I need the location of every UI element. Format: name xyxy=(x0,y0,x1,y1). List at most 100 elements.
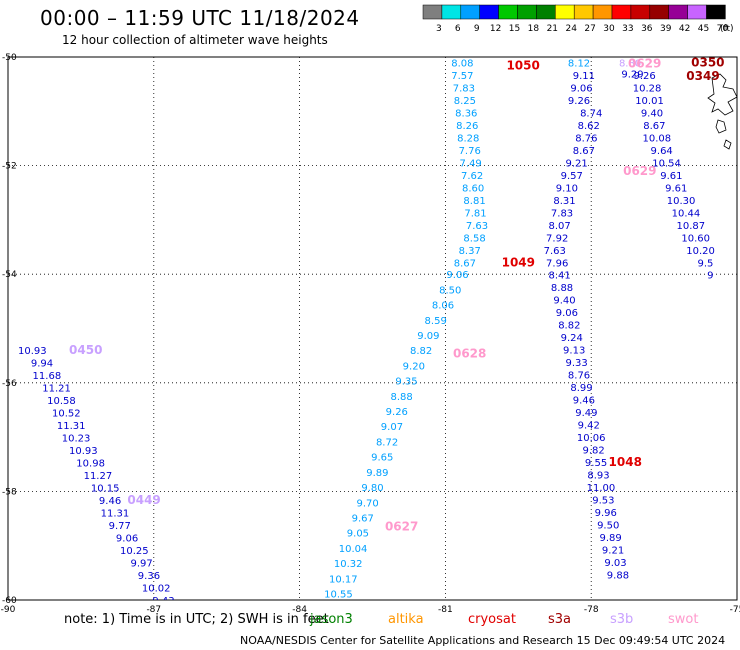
x-tick-label: -87 xyxy=(146,605,161,612)
y-tick-label: -50 xyxy=(2,53,17,63)
wave-height-label: 8.26 xyxy=(456,121,478,132)
wave-height-label: 9.97 xyxy=(131,559,153,570)
wave-height-label: 7.76 xyxy=(459,146,481,157)
wave-height-label: 8.67 xyxy=(643,121,665,132)
wave-height-label: 9.21 xyxy=(602,546,624,557)
time-label: 1049 xyxy=(502,255,535,269)
wave-height-label: 11.31 xyxy=(57,421,86,432)
wave-height-label: 8.06 xyxy=(432,301,454,312)
wave-height-label: 9.96 xyxy=(595,508,617,519)
color-scale: 3 6 9 12 15 18 21 24 27 30 33 36 39 42 45 70(ft) xyxy=(422,4,734,34)
wave-height-label: 9.64 xyxy=(651,146,673,157)
time-label: 1050 xyxy=(506,59,539,73)
wave-height-label: 9.53 xyxy=(592,496,614,507)
wave-height-label: 8.76 xyxy=(568,371,590,382)
wave-height-label: 9.06 xyxy=(116,534,138,545)
wave-height-label: 9.35 xyxy=(395,377,417,388)
wave-height-label: 9.43 xyxy=(152,596,174,607)
wave-height-label: 8.76 xyxy=(575,133,597,144)
wave-height-label: 8.28 xyxy=(457,133,479,144)
wave-height-label: 8.88 xyxy=(391,392,413,403)
wave-height-label: 8.08 xyxy=(451,58,473,69)
wave-height-label: 8.58 xyxy=(463,233,485,244)
scale-label: 42 xyxy=(679,24,690,34)
wave-height-label: 9.57 xyxy=(561,171,583,182)
credit-text: NOAA/NESDIS Center for Satellite Applica… xyxy=(240,634,726,647)
wave-height-label: 8.72 xyxy=(376,437,398,448)
x-tick-label: -84 xyxy=(292,605,307,612)
wave-height-label: 8.67 xyxy=(454,258,476,269)
x-tick-label: -90 xyxy=(1,605,16,612)
wave-height-label: 9.42 xyxy=(578,421,600,432)
scale-unit: (ft) xyxy=(720,24,734,34)
wave-height-label: 7.96 xyxy=(546,258,568,269)
wave-height-label: 7.62 xyxy=(461,171,483,182)
wave-height-label: 7.63 xyxy=(466,221,488,232)
wave-height-label: 10.32 xyxy=(334,559,363,570)
wave-height-label: 8.80 xyxy=(619,58,641,69)
wave-height-label: 10.52 xyxy=(52,409,81,420)
wave-height-label: 10.93 xyxy=(18,346,47,357)
scale-swatch xyxy=(706,4,726,20)
wave-height-label: 9.24 xyxy=(561,333,583,344)
wave-height-label: 8.81 xyxy=(463,196,485,207)
plot-area: -90 -87 -84 -81 -78 -75 -50 -52 -54 -56 -58 -60 8.08… xyxy=(1,53,740,612)
satellite-swot: swot xyxy=(668,612,699,627)
chart-subtitle: 12 hour collection of altimeter wave hei… xyxy=(62,33,328,47)
wave-height-label: 9.36 xyxy=(138,571,160,582)
wave-height-label: 9.61 xyxy=(660,171,682,182)
wave-height-label: 9.67 xyxy=(352,513,374,524)
wave-height-label: 9.20 xyxy=(403,361,425,372)
wave-height-label: 10.04 xyxy=(339,544,368,555)
wave-height-label: 10.98 xyxy=(76,459,105,470)
wave-height-label: 8.88 xyxy=(551,283,573,294)
y-tick-label: -52 xyxy=(2,162,17,172)
time-label: 0629 xyxy=(623,164,656,178)
scale-label: 39 xyxy=(660,24,672,34)
wave-height-label: 9.13 xyxy=(563,346,585,357)
wave-height-label: 8.99 xyxy=(570,383,592,394)
wave-height-label: 7.83 xyxy=(453,83,475,94)
scale-label: 6 xyxy=(455,24,461,34)
wave-height-label: 9.5 xyxy=(697,258,713,269)
scale-label: 24 xyxy=(565,24,577,34)
wave-height-label: 11.21 xyxy=(42,384,71,395)
wave-height-label: 8.82 xyxy=(410,346,432,357)
wave-height-label: 9.06 xyxy=(556,308,578,319)
satellite-jason3: jason3 xyxy=(310,612,353,627)
wave-height-label: 8.93 xyxy=(587,471,609,482)
wave-height-label: 9.26 xyxy=(386,407,408,418)
wave-height-label: 9.06 xyxy=(570,83,592,94)
wave-height-label: 8.82 xyxy=(558,321,580,332)
wave-height-label: 10.87 xyxy=(677,221,706,232)
wave-height-label: 9.40 xyxy=(641,108,663,119)
wave-height-label: 9.89 xyxy=(366,468,388,479)
satellite-legend: jason3 altika cryosat s3a s3b swot xyxy=(0,612,740,632)
wave-height-label: 10.58 xyxy=(47,396,76,407)
scale-label: 21 xyxy=(547,24,558,34)
wave-height-label: 9 xyxy=(707,271,713,282)
wave-height-label: 9.07 xyxy=(381,422,403,433)
satellite-s3b: s3b xyxy=(610,612,634,627)
wave-height-label: 8.31 xyxy=(553,196,575,207)
wave-height-label: 9.55 xyxy=(585,458,607,469)
scale-label: 70 xyxy=(717,24,729,34)
wave-height-label: 10.02 xyxy=(142,584,171,595)
wave-height-label: 8.60 xyxy=(462,183,484,194)
satellite-cryosat: cryosat xyxy=(468,612,516,627)
wave-height-label: 9.94 xyxy=(31,359,53,370)
wave-height-label: 9.21 xyxy=(565,158,587,169)
wave-height-label: 10.44 xyxy=(672,208,701,219)
wave-height-label: 7.57 xyxy=(451,71,473,82)
wave-height-label: 10.15 xyxy=(91,484,120,495)
wave-height-label: 9.50 xyxy=(597,521,619,532)
time-label: 0450 xyxy=(69,343,102,357)
wave-height-label: 10.30 xyxy=(667,196,696,207)
plot-frame xyxy=(7,56,738,601)
wave-height-label: 9.29 xyxy=(621,69,643,80)
wave-height-label: 8.74 xyxy=(580,108,602,119)
track-layer: 8.087.577.838.258.368.268.287.767.497.62… xyxy=(18,57,725,607)
wave-height-label: 8.59 xyxy=(425,316,447,327)
time-label: 1048 xyxy=(609,455,642,469)
wave-height-label: 7.83 xyxy=(551,208,573,219)
